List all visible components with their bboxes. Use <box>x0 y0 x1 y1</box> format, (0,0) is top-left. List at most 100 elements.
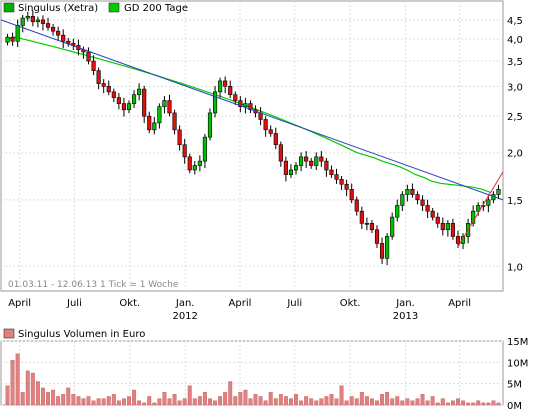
volume-bar <box>91 400 96 406</box>
volume-bar <box>233 396 238 406</box>
date-x-tick-label: April <box>229 298 252 309</box>
volume-bar <box>349 396 354 406</box>
price-legend: Singulus (Xetra) GD 200 Tage <box>3 2 188 14</box>
candle-body <box>496 188 501 195</box>
candle-body <box>20 17 25 26</box>
volume-bar <box>364 396 369 406</box>
legend-label-volume: Singulus Volumen in Euro <box>18 329 145 340</box>
candle-body <box>126 103 132 111</box>
candle-body <box>142 88 147 117</box>
candle-body <box>425 205 430 212</box>
volume-bar <box>415 398 420 406</box>
candle-body <box>334 174 339 180</box>
date-x-tick-label: Juli <box>286 298 302 309</box>
candle-body <box>455 236 461 244</box>
candle-body <box>440 223 445 231</box>
volume-bar <box>56 396 61 406</box>
candle-body <box>354 199 359 212</box>
date-x-ticks: April Juli Okt. Jan. April Juli Okt. Jan. April 2… <box>8 298 471 322</box>
volume-bar <box>127 396 131 406</box>
volume-bar <box>81 398 86 406</box>
candle-body <box>10 36 15 42</box>
candle-body <box>293 165 299 171</box>
volume-bar <box>476 400 481 406</box>
volume-bar <box>243 389 248 406</box>
volume-bar <box>223 392 228 406</box>
volume-bar <box>496 402 501 406</box>
candle-body <box>116 97 121 104</box>
candle-body <box>192 165 197 171</box>
legend-swatch-price <box>3 2 15 13</box>
candle-body <box>390 216 395 237</box>
volume-y-tick-label: 15M <box>507 337 528 348</box>
volume-bar <box>192 398 197 406</box>
candle-body <box>395 205 400 218</box>
volume-bar <box>101 398 106 406</box>
trendline-support <box>456 171 504 248</box>
legend-label-ma200: GD 200 Tage <box>124 3 188 14</box>
candle-body <box>283 160 288 175</box>
volume-bar <box>380 394 385 406</box>
volume-bar <box>213 400 218 406</box>
candles-layer <box>5 10 501 266</box>
price-y-tick-label: 1,0 <box>507 262 523 273</box>
volume-bar <box>20 392 25 406</box>
volume-bar <box>410 400 415 406</box>
volume-bar <box>435 402 440 406</box>
volume-legend: Singulus Volumen in Euro <box>3 328 145 340</box>
candle-body <box>152 122 157 131</box>
legend-label-price: Singulus (Xetra) <box>18 3 98 14</box>
date-x-tick-label: Okt. <box>119 298 140 309</box>
candle-body <box>314 156 319 166</box>
candle-body <box>430 210 435 218</box>
legend-swatch-volume <box>3 328 15 339</box>
candle-body <box>319 156 324 162</box>
price-y-tick-label: 2,5 <box>507 112 523 123</box>
candle-body <box>476 205 481 212</box>
price-panel <box>0 0 504 292</box>
volume-bar <box>420 394 425 406</box>
candle-body <box>405 188 410 195</box>
candle-body <box>374 229 380 244</box>
date-x-tick-label: Juli <box>66 298 82 309</box>
candle-body <box>238 100 243 107</box>
volume-bar <box>375 400 379 406</box>
candle-body <box>400 194 405 206</box>
volume-bar <box>142 402 147 406</box>
price-x-grid <box>19 1 461 291</box>
volume-bar <box>253 394 258 406</box>
price-y-ticks: 1,0 1,5 2,0 2,5 3,0 3,5 4,0 4,5 <box>507 16 523 273</box>
volume-bar <box>304 396 309 406</box>
volume-bar <box>96 398 101 406</box>
volume-bar <box>15 353 20 406</box>
price-y-tick-label: 3,0 <box>507 82 523 93</box>
volume-bar <box>51 389 56 406</box>
volume-bar <box>248 398 253 406</box>
candle-body <box>420 199 425 206</box>
volume-bar <box>450 400 455 406</box>
candle-body <box>137 88 142 96</box>
candle-body <box>101 83 106 87</box>
volume-bar <box>405 398 410 406</box>
volume-bar <box>76 396 81 406</box>
date-x-tick-label: Jan. <box>395 298 415 309</box>
volume-bar <box>288 398 293 406</box>
candle-body <box>147 115 152 131</box>
volume-bar <box>187 385 192 406</box>
candle-body <box>35 19 40 23</box>
volume-y-tick-label: 0M <box>507 401 522 412</box>
candle-body <box>111 91 116 98</box>
candle-body <box>223 80 228 87</box>
volume-bar <box>385 392 390 406</box>
volume-bar <box>319 398 324 406</box>
candle-body <box>415 194 420 201</box>
candle-body <box>187 156 192 171</box>
volume-bar <box>390 398 395 406</box>
volume-bar <box>86 396 91 406</box>
candle-body <box>471 210 476 224</box>
volume-bar <box>10 360 15 406</box>
volume-bar <box>218 396 223 406</box>
candle-body <box>86 51 91 62</box>
candle-body <box>243 103 248 107</box>
volume-bar <box>445 402 450 406</box>
